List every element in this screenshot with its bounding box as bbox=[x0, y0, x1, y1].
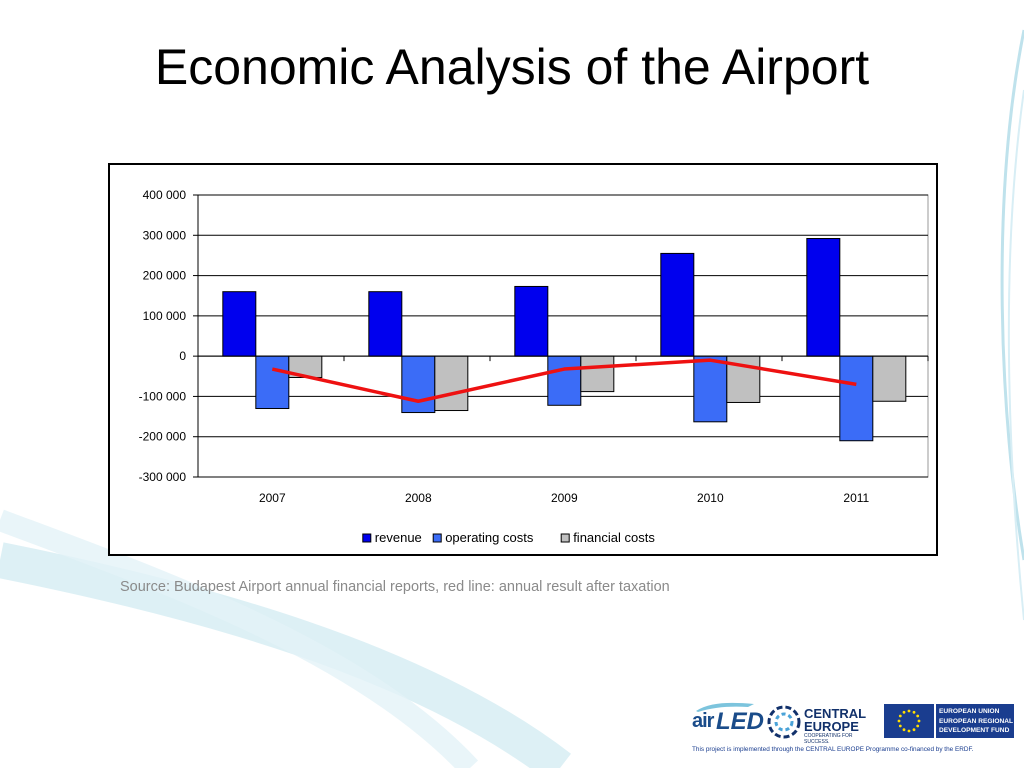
legend-label-revenue: revenue bbox=[375, 530, 422, 545]
x-category-label: 2010 bbox=[697, 491, 724, 505]
y-tick-label: 300 000 bbox=[143, 228, 187, 242]
bar-financial-costs-2011 bbox=[872, 355, 907, 402]
x-category-label: 2009 bbox=[551, 491, 578, 505]
eu-flag-icon bbox=[884, 704, 934, 738]
bar-operating-costs-2010 bbox=[693, 355, 728, 423]
y-tick-label: 0 bbox=[179, 349, 186, 363]
y-tick-label: 200 000 bbox=[143, 269, 187, 283]
central-europe-line1: CENTRAL bbox=[804, 706, 867, 721]
bar-operating-costs-2007 bbox=[255, 355, 290, 410]
footer-logos: air LED CENTRAL EUROPE COOPERATING FOR S… bbox=[688, 696, 1018, 758]
legend-label-financial-costs: financial costs bbox=[573, 530, 655, 545]
x-category-label: 2011 bbox=[843, 491, 869, 505]
y-tick-label: -100 000 bbox=[139, 389, 187, 403]
central-europe-logo: CENTRAL EUROPE COOPERATING FOR SUCCESS. bbox=[766, 700, 878, 745]
x-category-label: 2007 bbox=[259, 491, 286, 505]
bar-financial-costs-2008 bbox=[434, 355, 469, 412]
plane-icon bbox=[696, 702, 754, 712]
eu-line3: DEVELOPMENT FUND bbox=[939, 727, 1010, 734]
bar-chart: 400 000 300 000 200 000 100 000 0 -100 000 -20… bbox=[139, 188, 929, 545]
central-europe-tagline: COOPERATING FOR SUCCESS. bbox=[804, 733, 853, 745]
bar-revenue-2010 bbox=[660, 252, 695, 357]
chart-frame: 400 000 300 000 200 000 100 000 0 -100 000 -20… bbox=[108, 163, 938, 556]
y-tick-label: -200 000 bbox=[139, 430, 187, 444]
y-tick-label: 400 000 bbox=[143, 188, 187, 202]
x-category-label: 2008 bbox=[405, 491, 432, 505]
bar-operating-costs-2009 bbox=[547, 355, 582, 406]
page-title: Economic Analysis of the Airport bbox=[154, 39, 870, 95]
eu-line2: EUROPEAN REGIONAL bbox=[939, 718, 1014, 725]
bar-revenue-2008 bbox=[368, 291, 403, 357]
airled-logo: air LED bbox=[690, 700, 764, 740]
legend-label-operating-costs: operating costs bbox=[445, 530, 534, 545]
eu-erdf-logo: EUROPEAN UNION EUROPEAN REGIONAL DEVELOP… bbox=[884, 704, 1014, 740]
bar-operating-costs-2011 bbox=[839, 355, 874, 442]
bar-operating-costs-2008 bbox=[401, 355, 436, 414]
airled-logo-led: LED bbox=[716, 708, 764, 735]
result-line bbox=[271, 358, 857, 404]
globe-icon bbox=[767, 705, 801, 739]
bar-revenue-2009 bbox=[514, 285, 549, 357]
bar-revenue-2007 bbox=[222, 291, 257, 357]
bar-financial-costs-2009 bbox=[580, 355, 615, 393]
legend-swatch-operating-costs bbox=[432, 533, 442, 543]
y-tick-label: -300 000 bbox=[139, 470, 187, 484]
eu-text-block: EUROPEAN UNION EUROPEAN REGIONAL DEVELOP… bbox=[936, 704, 1014, 738]
y-tick-label: 100 000 bbox=[143, 309, 187, 323]
legend-swatch-revenue bbox=[362, 533, 372, 543]
source-note: Source: Budapest Airport annual financia… bbox=[120, 579, 670, 595]
bar-revenue-2011 bbox=[806, 238, 841, 357]
legend-swatch-financial-costs bbox=[560, 533, 570, 543]
footer-note: This project is implemented through the … bbox=[692, 746, 974, 753]
eu-line1: EUROPEAN UNION bbox=[939, 708, 1000, 715]
central-europe-line2: EUROPE bbox=[804, 719, 859, 734]
airled-logo-air: air bbox=[692, 710, 714, 732]
